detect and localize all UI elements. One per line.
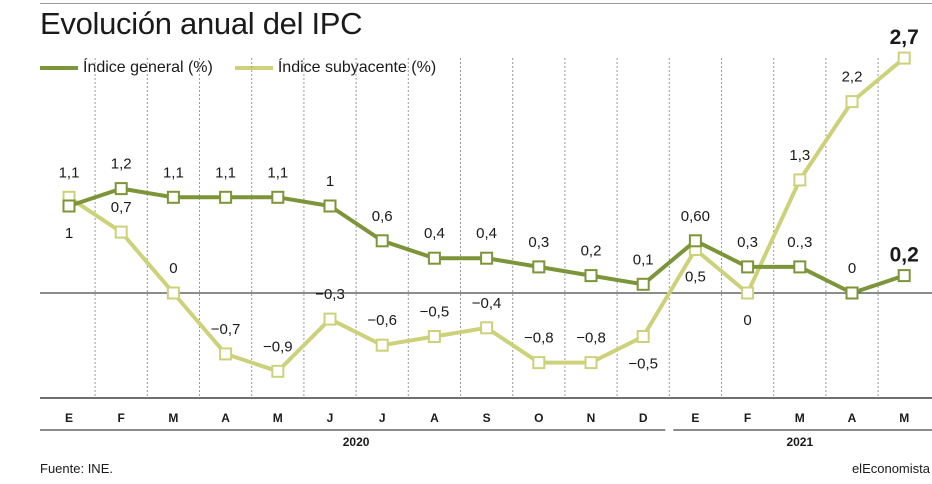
x-tick-label: D: [639, 411, 648, 425]
year-label: 2021: [786, 435, 813, 449]
data-label-subyacente: −0,9: [263, 338, 293, 355]
marker-general: [636, 277, 650, 291]
data-label-subyacente: 0,5: [685, 269, 706, 286]
legend-swatch-general: [40, 66, 78, 70]
data-label-subyacente: −0,4: [472, 295, 502, 312]
data-label-subyacente: 2,7: [890, 26, 919, 49]
legend-item-general: Índice general (%): [40, 59, 213, 77]
marker-general: [897, 269, 911, 283]
x-tick-label: O: [534, 411, 543, 425]
marker-subyacente: [166, 286, 180, 300]
marker-general: [793, 260, 807, 274]
year-label: 2020: [343, 435, 370, 449]
x-tick-label: F: [118, 411, 125, 425]
data-label-subyacente: −0,7: [211, 321, 241, 338]
data-label-subyacente: 0,7: [111, 199, 132, 216]
x-tick-label: M: [899, 411, 909, 425]
data-label-general: 0,1: [633, 251, 654, 268]
data-label-general: 1,1: [267, 164, 288, 181]
marker-subyacente: [793, 173, 807, 187]
marker-subyacente: [271, 364, 285, 378]
x-tick-label: M: [168, 411, 178, 425]
marker-general: [845, 286, 859, 300]
data-label-general: 0,2: [890, 244, 919, 267]
data-label-general: 1: [326, 173, 334, 190]
x-tick-label: A: [430, 411, 439, 425]
x-tick-label: A: [221, 411, 230, 425]
legend: Índice general (%) Índice subyacente (%): [40, 58, 458, 78]
data-label-subyacente: −0,8: [524, 330, 554, 347]
marker-subyacente: [219, 347, 233, 361]
marker-general: [741, 260, 755, 274]
data-label-subyacente: 0: [169, 260, 177, 277]
x-tick-label: S: [483, 411, 491, 425]
legend-label-general: Índice general (%): [83, 59, 213, 76]
data-label-subyacente: 0: [743, 312, 751, 329]
marker-general: [62, 199, 76, 213]
marker-general: [532, 260, 546, 274]
x-tick-label: A: [848, 411, 857, 425]
marker-general: [114, 182, 128, 196]
data-label-subyacente: −0,8: [576, 330, 606, 347]
source-note: Fuente: INE.: [40, 461, 113, 476]
marker-subyacente: [480, 321, 494, 335]
marker-general: [688, 234, 702, 248]
x-tick-label: F: [744, 411, 751, 425]
marker-subyacente: [427, 330, 441, 343]
data-label-subyacente: 1,1: [59, 164, 80, 181]
data-label-subyacente: −0,5: [628, 356, 658, 373]
data-label-subyacente: −0,5: [420, 304, 450, 321]
legend-item-subyacente: Índice subyacente (%): [234, 59, 437, 77]
marker-subyacente: [845, 95, 859, 109]
marker-general: [271, 190, 285, 204]
marker-general: [427, 251, 441, 265]
x-tick-label: E: [65, 411, 73, 425]
marker-subyacente: [114, 225, 128, 239]
data-label-general: 0,3: [737, 234, 758, 251]
top-rule: [40, 3, 932, 4]
data-label-subyacente: −0,6: [367, 312, 397, 329]
data-label-subyacente: −0,3: [315, 286, 345, 303]
marker-general: [219, 190, 233, 204]
marker-general: [166, 190, 180, 204]
marker-general: [480, 251, 494, 265]
data-label-general: 0,6: [372, 208, 393, 225]
data-label-general: 0,3: [528, 234, 549, 251]
marker-subyacente: [636, 330, 650, 343]
marker-general: [584, 269, 598, 283]
data-label-general: 1,1: [215, 164, 236, 181]
legend-label-subyacente: Índice subyacente (%): [277, 59, 437, 76]
chart-title: Evolución anual del IPC: [40, 6, 363, 41]
x-tick-label: N: [587, 411, 596, 425]
x-tick-label: E: [691, 411, 699, 425]
marker-subyacente: [584, 356, 598, 370]
marker-subyacente: [323, 312, 337, 326]
data-label-general: 0,4: [424, 225, 445, 242]
data-label-general: 0: [848, 260, 856, 277]
x-tick-label: M: [273, 411, 283, 425]
data-label-general: 1,1: [163, 164, 184, 181]
marker-subyacente: [532, 356, 546, 370]
x-tick-label: J: [327, 411, 334, 425]
marker-general: [323, 199, 337, 213]
x-tick-label: J: [379, 411, 386, 425]
marker-subyacente: [741, 286, 755, 300]
data-label-subyacente: 2,2: [842, 69, 863, 86]
legend-swatch-subyacente: [234, 66, 273, 70]
data-label-general: 1,2: [111, 156, 132, 173]
data-label-general: 0,2: [581, 243, 602, 260]
data-label-general: 0,4: [476, 225, 497, 242]
marker-subyacente: [897, 51, 911, 65]
brand-logo-text: elEconomista: [851, 461, 930, 476]
x-tick-label: M: [795, 411, 805, 425]
marker-general: [375, 234, 389, 248]
data-label-general: 1: [65, 225, 73, 242]
data-label-subyacente: 1,3: [789, 147, 810, 164]
data-label-general: 0,60: [681, 208, 710, 225]
data-label-general: 0.,3: [787, 234, 812, 251]
marker-subyacente: [375, 338, 389, 352]
